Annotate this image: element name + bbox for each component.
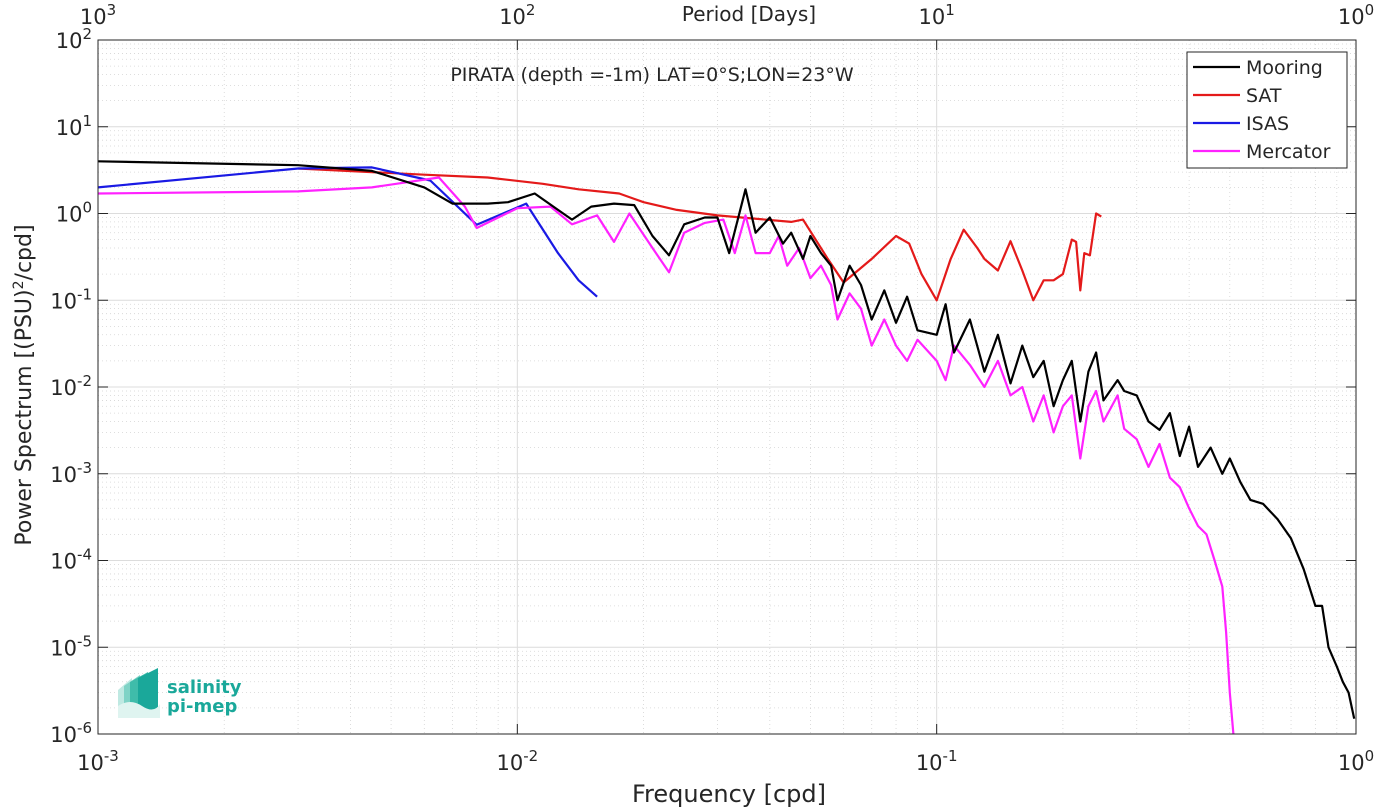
- y-tick-label: 10-1: [50, 285, 92, 313]
- y-axis-label-main: Power Spectrum [(PSU): [12, 289, 37, 545]
- logo-text-pi-mep: pi-mep: [167, 696, 237, 717]
- logo-mark-icon: [118, 668, 160, 718]
- legend-box: [1186, 51, 1348, 169]
- y-tick-label: 10-3: [50, 459, 92, 487]
- y-axis-label-tail: /cpd]: [12, 224, 37, 280]
- top-tick-label: 102: [499, 1, 535, 29]
- major-grid: [97, 39, 1357, 735]
- legend-label-isas: ISAS: [1246, 113, 1289, 135]
- x-axis-label: Frequency [cpd]: [632, 780, 826, 808]
- series-layer: [97, 160, 1356, 735]
- series-line-isas: [97, 166, 598, 298]
- y-tick-label: 10-4: [50, 546, 92, 574]
- y-axis-label-sup: 2: [11, 280, 27, 289]
- top-tick-label: 103: [80, 1, 116, 29]
- series-line-mercator: [97, 176, 1235, 735]
- y-axis-label: Power Spectrum [(PSU)2/cpd]: [11, 224, 37, 545]
- ticks-layer: [97, 39, 1357, 735]
- logo-text-salinity: salinity: [167, 677, 242, 698]
- legend-label-mooring: Mooring: [1246, 57, 1323, 79]
- legend: Mooring SAT ISAS Mercator: [1186, 51, 1348, 169]
- x-tick-label: 10-2: [496, 747, 538, 775]
- y-tick-label: 10-6: [50, 719, 92, 747]
- y-tick-label: 10-2: [50, 372, 92, 400]
- series-line-mooring: [97, 160, 1356, 719]
- series-line-sat: [298, 167, 1102, 302]
- x-tick-label: 10-1: [916, 747, 958, 775]
- legend-label-sat: SAT: [1246, 85, 1282, 107]
- chart-title: PIRATA (depth =-1m) LAT=0°S;LON=23°W: [450, 64, 854, 86]
- minor-grid: [98, 40, 1356, 734]
- top-tick-label: 101: [919, 1, 955, 29]
- y-tick-label: 102: [56, 25, 92, 53]
- top-axis-label: Period [Days]: [682, 2, 816, 26]
- x-tick-label: 10-3: [77, 747, 119, 775]
- x-tick-label: 100: [1338, 747, 1374, 775]
- y-tick-label: 100: [56, 199, 92, 227]
- y-tick-label: 101: [56, 112, 92, 140]
- y-tick-label: 10-5: [50, 632, 92, 660]
- legend-label-mercator: Mercator: [1246, 141, 1331, 163]
- salinity-pi-mep-logo: salinity pi-mep: [118, 668, 242, 718]
- top-tick-label: 100: [1338, 1, 1374, 29]
